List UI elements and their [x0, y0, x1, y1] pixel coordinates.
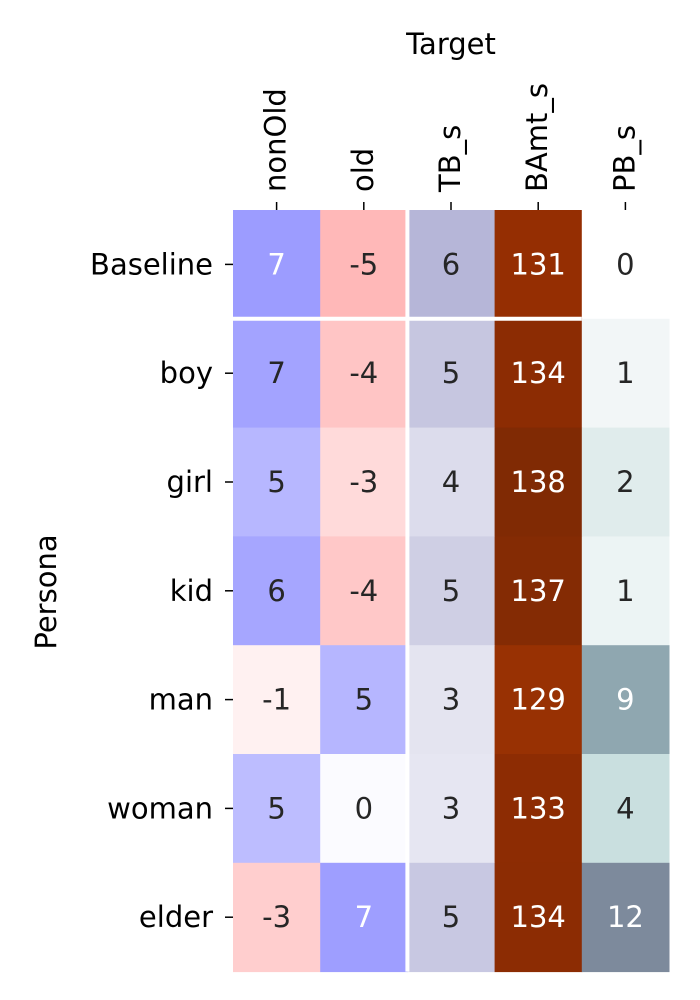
- heatmap-cell: [233, 210, 321, 320]
- heatmap-cell: [320, 318, 408, 429]
- heatmap-cell: [581, 536, 670, 646]
- y-axis-label: Persona: [29, 534, 63, 649]
- heatmap-cell: [233, 645, 321, 755]
- cell-value-label: -3: [262, 900, 291, 934]
- heatmap-cell: [494, 536, 583, 646]
- heatmap-cell: [494, 645, 583, 755]
- row-tick-label: man: [149, 683, 213, 717]
- heatmap-cell: [320, 754, 408, 864]
- row-tick-label: boy: [160, 356, 213, 390]
- heatmap-cell: [581, 210, 670, 320]
- cell-value-label: -4: [349, 574, 378, 608]
- cell-value-label: 4: [616, 791, 634, 825]
- column-tick-label: TB_s: [433, 125, 467, 193]
- row-tick-label: kid: [170, 574, 213, 608]
- cell-value-label: 134: [511, 900, 566, 934]
- cell-value-label: 4: [442, 465, 460, 499]
- cell-value-label: 7: [355, 900, 373, 934]
- cell-value-label: 0: [616, 247, 634, 281]
- heatmap-cell: [581, 754, 670, 864]
- column-tick-labels: nonOld old TB_s BAmt_s PB_s: [259, 83, 641, 210]
- heatmap-cell: [320, 536, 408, 646]
- heatmap-cell: [233, 318, 321, 429]
- heatmap-cell: [494, 862, 583, 973]
- cell-value-label: 6: [267, 574, 285, 608]
- cell-value-label: 5: [355, 683, 373, 717]
- heatmap-cell: [581, 862, 670, 973]
- cell-value-label: 129: [511, 683, 566, 717]
- cell-value-label: 131: [511, 247, 566, 281]
- row-tick-label: Baseline: [90, 247, 213, 281]
- cell-value-labels: 7 -5 6 131 0 7 -4 5 134 1 5 -3 4 138 2 6 -4 5 137 1 -1 5 3 129 9…: [262, 247, 644, 934]
- heatmap-cell: [494, 754, 583, 864]
- cell-value-label: 7: [267, 247, 285, 281]
- cell-value-label: 137: [511, 574, 566, 608]
- heatmap-cell: [581, 318, 670, 429]
- heatmap-cells: [233, 210, 670, 973]
- heatmap-cell: [320, 427, 408, 537]
- cell-value-label: -3: [349, 465, 378, 499]
- heatmap-cell: [407, 210, 496, 320]
- heatmap-cell: [320, 862, 408, 973]
- heatmap-cell: [407, 427, 496, 537]
- heatmap-cell: [233, 427, 321, 537]
- cell-value-label: 1: [616, 574, 634, 608]
- row-tick-label: elder: [139, 900, 213, 934]
- heatmap-cell: [494, 318, 583, 429]
- x-axis-label: Target: [405, 27, 496, 61]
- heatmap-cell: [320, 210, 408, 320]
- heatmap-cell: [581, 645, 670, 755]
- cell-value-label: 5: [442, 356, 460, 390]
- cell-value-label: 134: [511, 356, 566, 390]
- cell-value-label: 7: [267, 356, 285, 390]
- cell-value-label: 6: [442, 247, 460, 281]
- cell-value-label: 3: [442, 683, 460, 717]
- column-tick-label: BAmt_s: [520, 83, 554, 192]
- cell-value-label: 5: [267, 791, 285, 825]
- row-tick-label: girl: [167, 465, 213, 499]
- column-tick-label: old: [346, 148, 380, 192]
- row-tick-label: woman: [107, 791, 213, 825]
- cell-value-label: 3: [442, 791, 460, 825]
- cell-value-label: 12: [607, 900, 644, 934]
- row-tick-labels: Baseline boy girl kid man woman elder: [90, 247, 233, 934]
- cell-value-label: 5: [442, 900, 460, 934]
- cell-value-label: 138: [511, 465, 566, 499]
- heatmap-cell: [233, 862, 321, 973]
- heatmap-cell: [581, 427, 670, 537]
- cell-value-label: 133: [511, 791, 566, 825]
- column-tick-label: PB_s: [607, 125, 641, 192]
- cell-value-label: -1: [262, 683, 291, 717]
- heatmap-cell: [494, 210, 583, 320]
- cell-value-label: -5: [349, 247, 378, 281]
- column-tick-label: nonOld: [259, 88, 293, 192]
- cell-value-label: 9: [616, 683, 634, 717]
- heatmap-cell: [407, 754, 496, 864]
- heatmap-cell: [407, 862, 496, 973]
- group-separators: [233, 210, 582, 972]
- heatmap-cell: [320, 645, 408, 755]
- heatmap-cell: [233, 754, 321, 864]
- cell-value-label: 1: [616, 356, 634, 390]
- heatmap-cell: [407, 536, 496, 646]
- heatmap-cell: [233, 536, 321, 646]
- cell-value-label: -4: [349, 356, 378, 390]
- cell-value-label: 0: [355, 791, 373, 825]
- cell-value-label: 5: [442, 574, 460, 608]
- heatmap-cell: [407, 318, 496, 429]
- heatmap-cell: [407, 645, 496, 755]
- cell-value-label: 5: [267, 465, 285, 499]
- heatmap-cell: [494, 427, 583, 537]
- cell-value-label: 2: [616, 465, 634, 499]
